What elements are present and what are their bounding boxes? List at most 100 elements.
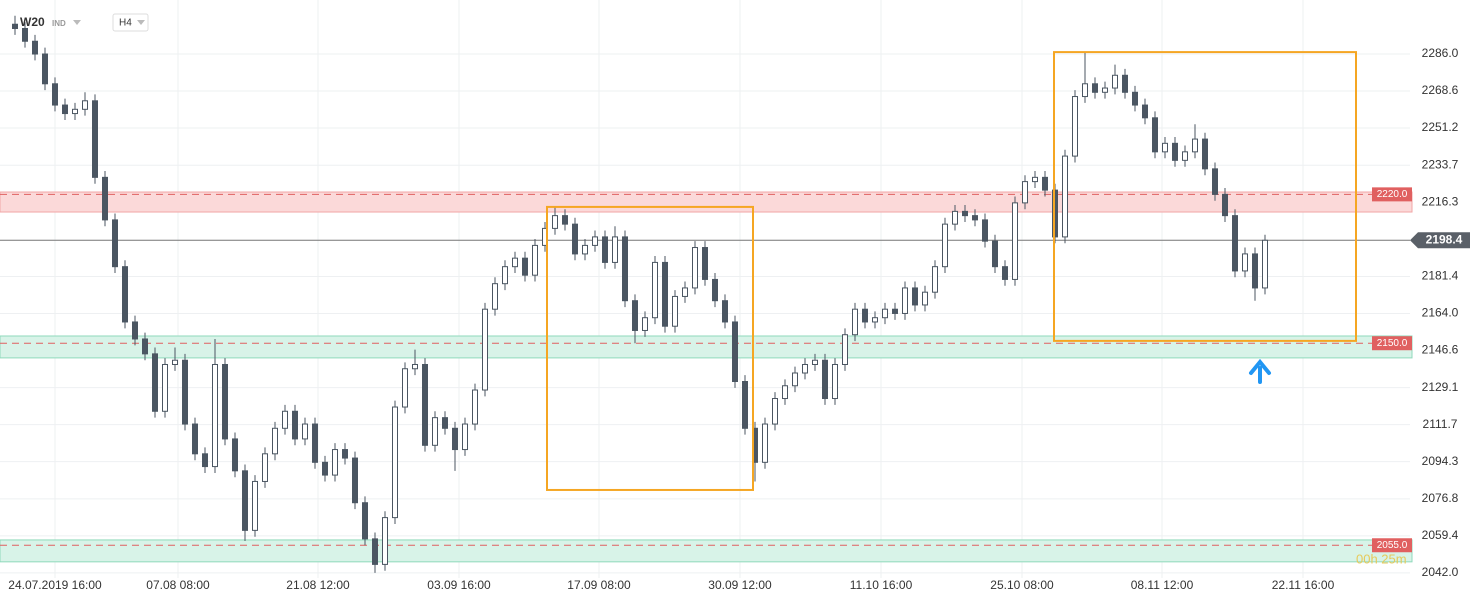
candle-body — [802, 363, 808, 374]
candle-body — [562, 215, 568, 225]
candle-body — [1082, 83, 1088, 98]
candle-body — [952, 210, 958, 225]
candle-body — [212, 363, 218, 468]
candle-body — [1252, 253, 1258, 289]
candle-body — [452, 427, 458, 451]
candle-body — [992, 240, 998, 268]
candle-body — [942, 223, 948, 268]
interval-select[interactable] — [112, 13, 149, 32]
candle-body — [1122, 74, 1128, 93]
candle-body — [1242, 253, 1248, 272]
candle-body — [32, 40, 38, 55]
zone-band — [0, 335, 1413, 359]
candle-body — [922, 291, 928, 306]
candle-body — [572, 223, 578, 255]
market: IND — [52, 19, 66, 28]
level-label: 2150.0 — [1377, 338, 1408, 349]
candle-body — [262, 453, 268, 482]
y-tick-label: 2233.7 — [1422, 157, 1459, 171]
candle-body — [22, 27, 28, 42]
candle-body — [392, 406, 398, 519]
candle-body — [492, 283, 498, 310]
candle-body — [172, 359, 178, 365]
candle-body — [1032, 176, 1038, 183]
candle-body — [632, 300, 638, 331]
candle-body — [1112, 74, 1118, 89]
highlight-box — [1053, 51, 1357, 342]
y-tick-label: 2216.3 — [1422, 194, 1459, 208]
candle-body — [1102, 87, 1108, 93]
candle-body — [662, 261, 668, 327]
candle-body — [1012, 202, 1018, 280]
candle-body — [902, 287, 908, 314]
x-tick-label: 17.09 08:00 — [567, 578, 631, 592]
candle-body — [472, 389, 478, 425]
y-tick-label: 2181.4 — [1422, 269, 1459, 283]
candle-body — [82, 100, 88, 110]
candle-body — [882, 308, 888, 319]
candle-body — [1212, 168, 1218, 195]
candle-body — [1172, 142, 1178, 161]
candle-body — [352, 457, 358, 504]
candle-body — [432, 417, 438, 446]
candle-body — [652, 261, 658, 319]
up-arrow — [1249, 358, 1271, 384]
interval[interactable]: H4 — [119, 18, 132, 29]
candle-body — [112, 219, 118, 268]
candle-body — [1182, 151, 1188, 161]
candle-body — [1092, 83, 1098, 93]
candle-body — [222, 363, 228, 440]
candle-body — [252, 480, 258, 531]
candle-body — [312, 423, 318, 463]
candle-body — [1042, 176, 1048, 191]
candle-body — [622, 236, 628, 302]
candle-body — [42, 53, 48, 85]
y-tick-label: 2164.0 — [1422, 306, 1459, 320]
candle-body — [502, 266, 508, 285]
candle-body — [162, 363, 168, 412]
candle-body — [642, 317, 648, 331]
candle-body — [152, 353, 158, 412]
y-tick-label: 2111.7 — [1423, 417, 1458, 431]
symbol[interactable]: W20 — [20, 15, 45, 29]
candle-body — [862, 308, 868, 323]
candle-body — [582, 244, 588, 255]
candle-body — [712, 278, 718, 302]
candle-body — [402, 368, 408, 408]
candle-body — [982, 219, 988, 242]
candle-body — [1232, 215, 1238, 272]
candle-body — [892, 308, 898, 314]
candle-body — [12, 23, 18, 29]
candle-body — [362, 502, 368, 540]
candle-body — [792, 372, 798, 387]
dropdown-arrow[interactable] — [73, 20, 81, 25]
level-tag — [1372, 538, 1412, 553]
dropdown-arrow[interactable] — [137, 20, 145, 25]
candle-body — [282, 410, 288, 429]
candle-body — [242, 470, 248, 531]
candle-body — [1162, 142, 1168, 153]
candle-body — [92, 100, 98, 178]
last-price-label: 2198.4 — [1426, 232, 1463, 246]
candle-body — [932, 266, 938, 293]
candle-body — [72, 108, 78, 115]
candle-body — [702, 247, 708, 280]
level-label: 2055.0 — [1377, 540, 1408, 551]
candle-body — [1192, 138, 1198, 153]
candle-body — [592, 236, 598, 246]
level-label: 2220.0 — [1377, 189, 1408, 200]
level-tag — [1372, 187, 1412, 202]
y-tick-label: 2286.0 — [1422, 46, 1459, 60]
candle-body — [972, 215, 978, 221]
highlight-box — [546, 205, 754, 491]
candle-body — [732, 321, 738, 383]
x-tick-label: 08.11 12:00 — [1131, 578, 1194, 592]
candle-body — [1002, 266, 1008, 280]
candle-body — [322, 461, 328, 476]
candle-body — [232, 438, 238, 472]
candle-body — [102, 176, 108, 221]
candle-body — [1152, 117, 1158, 153]
y-tick-label: 2129.1 — [1422, 380, 1459, 394]
candle-body — [522, 257, 528, 276]
